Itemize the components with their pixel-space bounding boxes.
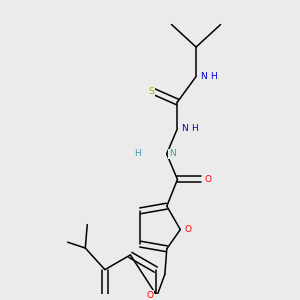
Text: O: O xyxy=(205,175,212,184)
Text: N: N xyxy=(200,72,207,81)
Text: S: S xyxy=(148,87,154,96)
Text: H: H xyxy=(210,72,217,81)
Text: N: N xyxy=(182,124,188,133)
Text: H: H xyxy=(134,149,141,158)
Text: N: N xyxy=(169,149,176,158)
Text: O: O xyxy=(146,291,153,300)
Text: H: H xyxy=(191,124,198,133)
Text: O: O xyxy=(184,225,191,234)
